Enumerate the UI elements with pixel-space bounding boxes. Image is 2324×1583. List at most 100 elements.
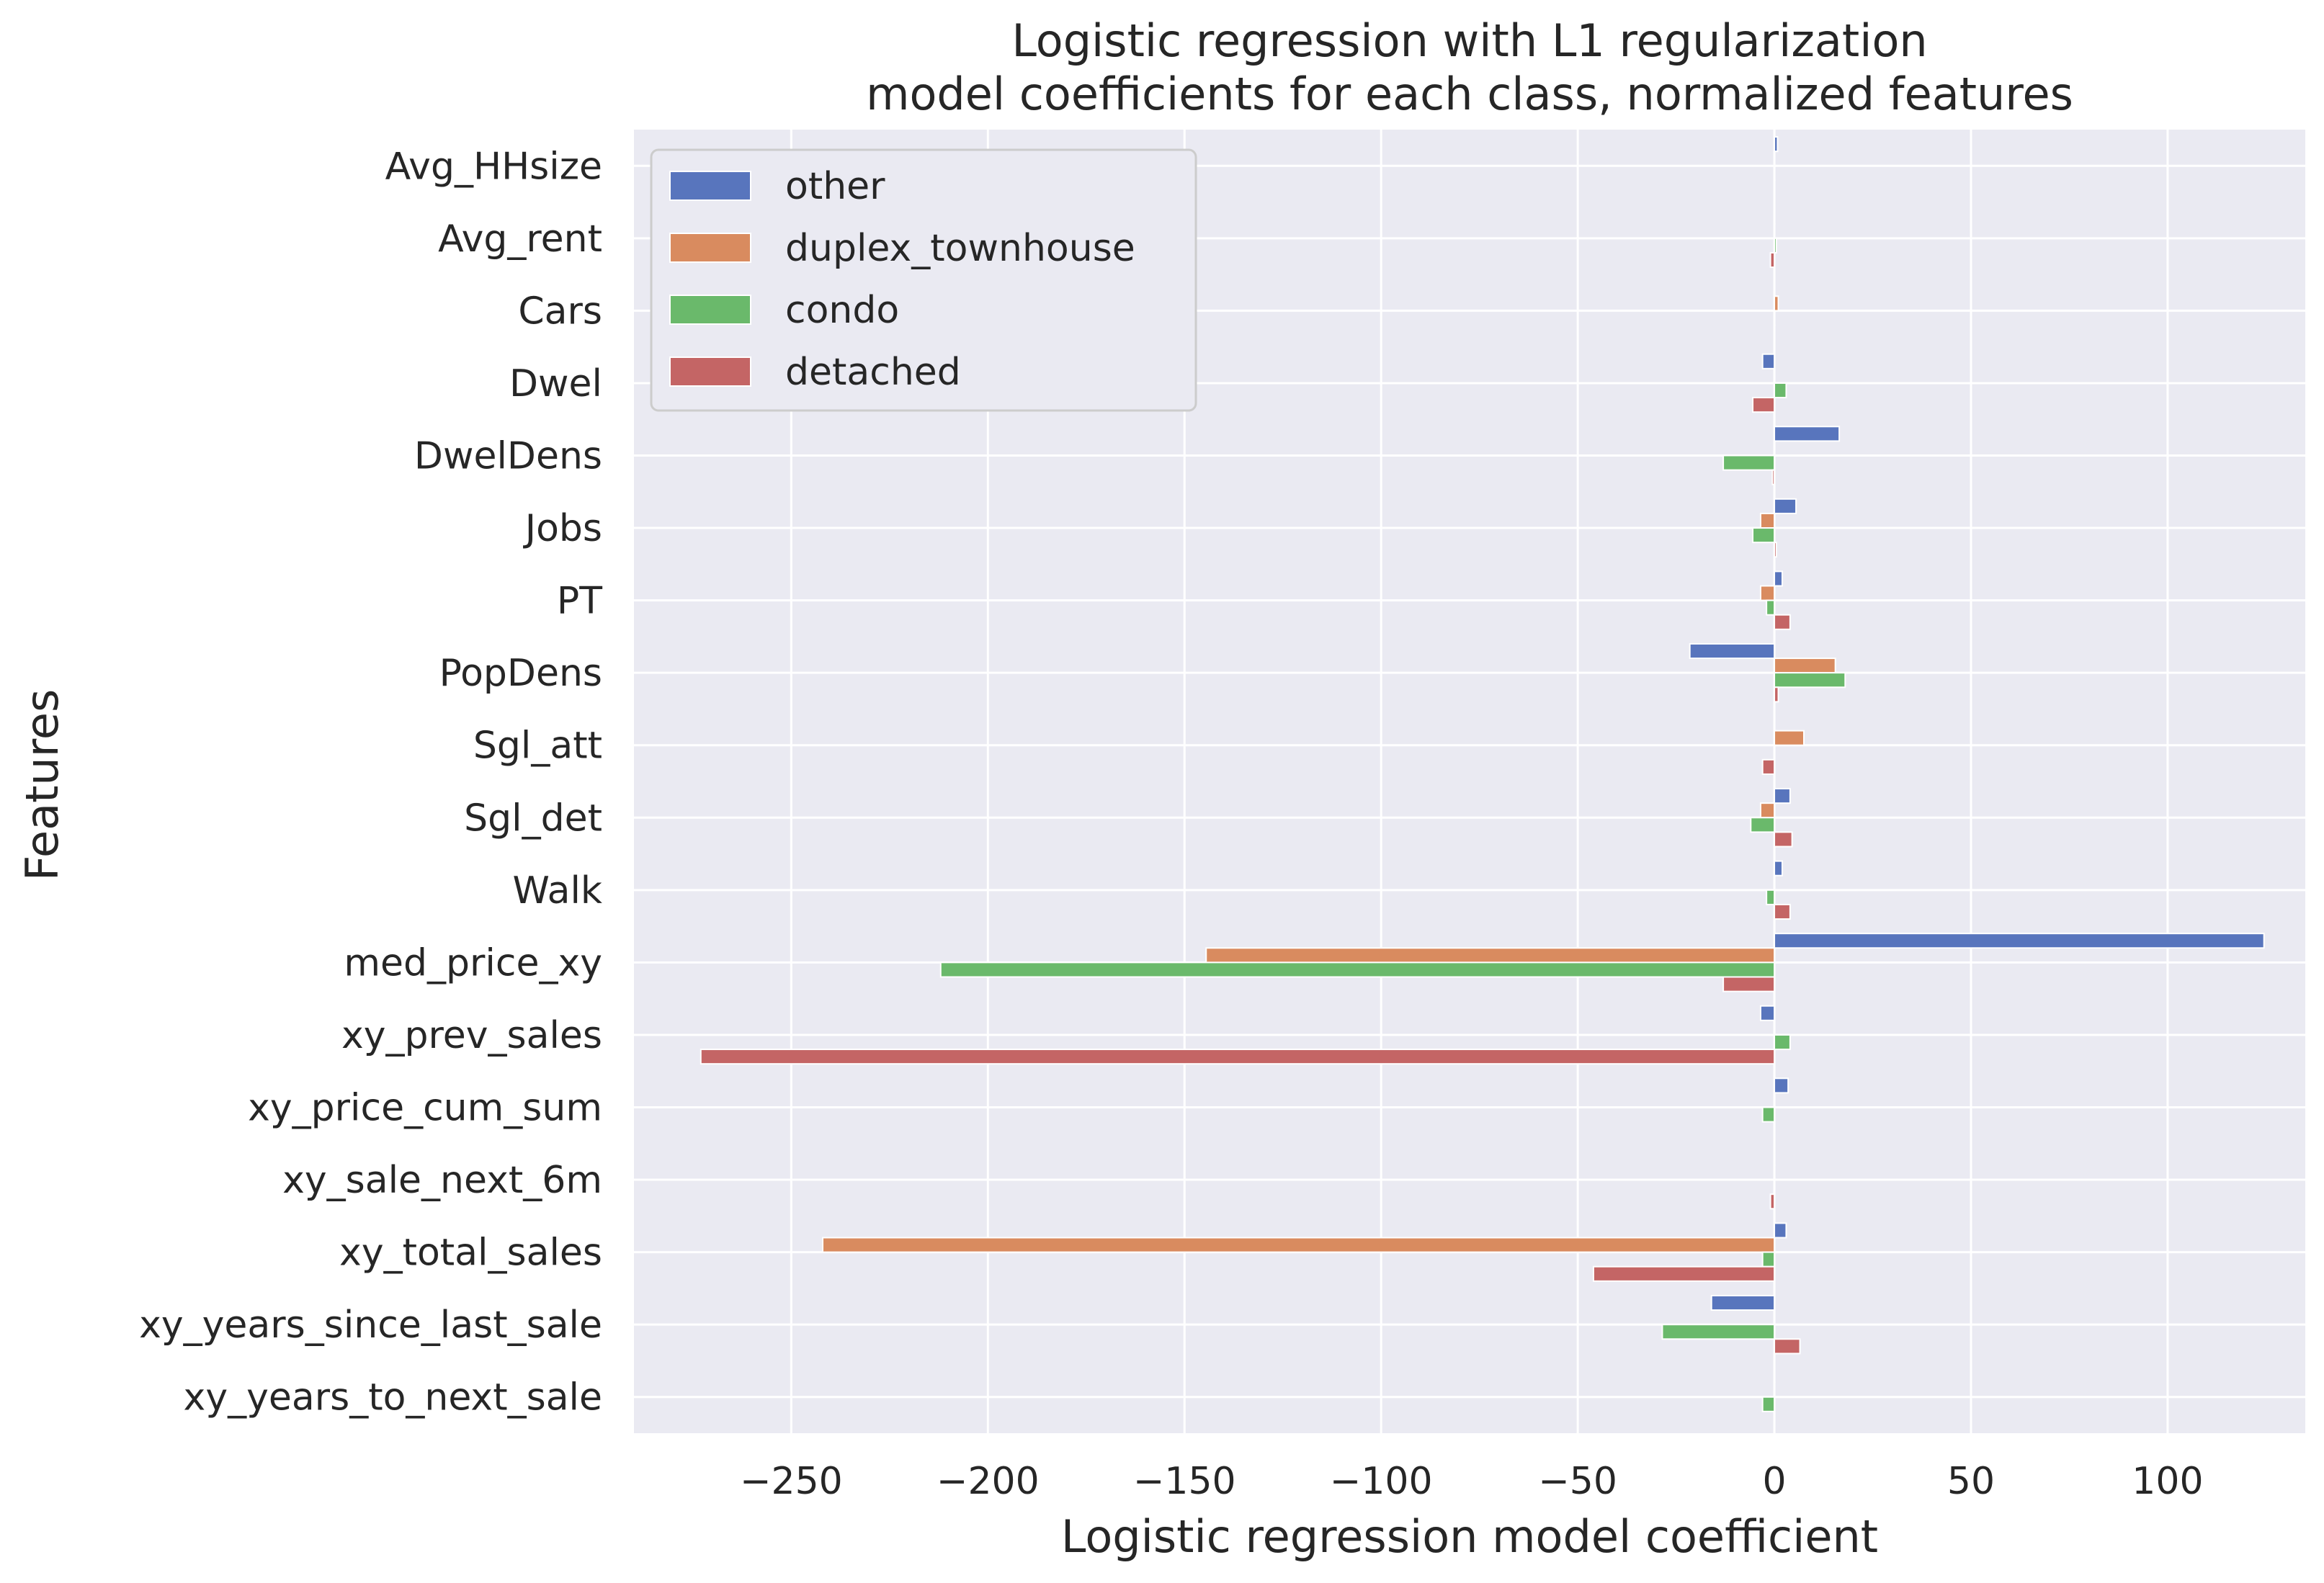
bar-detached-PopDens (1774, 686, 1779, 703)
bar-duplex_townhouse-Sgl_att (1774, 730, 1805, 746)
bar-condo-xy_sale_next_6m (1774, 1179, 1776, 1196)
y-tick-label: xy_years_to_next_sale (184, 1376, 602, 1420)
bar-other-xy_years_since_last_sale (1710, 1294, 1776, 1311)
y-tick-label: xy_total_sales (339, 1232, 602, 1275)
x-tick-label: 100 (2132, 1460, 2203, 1503)
bar-condo-xy_years_since_last_sale (1661, 1324, 1776, 1340)
bar-duplex_townhouse-PT (1759, 585, 1776, 601)
bar-other-xy_price_cum_sum (1774, 1077, 1789, 1094)
legend-swatch-condo (669, 295, 751, 325)
bar-duplex_townhouse-xy_years_since_last_sale (1774, 1309, 1776, 1326)
x-tick-label: −150 (1133, 1460, 1236, 1503)
chart-subtitle: model coefficients for each class, norma… (866, 68, 2073, 120)
bar-duplex_townhouse-Walk (1774, 874, 1776, 891)
bar-duplex_townhouse-Sgl_det (1759, 802, 1776, 819)
y-tick-label: xy_price_cum_sum (248, 1087, 602, 1130)
bar-duplex_townhouse-med_price_xy (1205, 947, 1776, 964)
x-tick-label: −200 (937, 1460, 1040, 1503)
y-tick-labels: Avg_HHsize Avg_rent Cars Dwel DwelDens Jobs PT… (139, 145, 602, 1419)
x-tick-label: −100 (1330, 1460, 1433, 1503)
bar-condo-xy_prev_sales (1774, 1033, 1791, 1051)
bars (700, 136, 2265, 1427)
bar-duplex_townhouse-xy_total_sales (822, 1237, 1776, 1253)
bar-other-Avg_HHsize (1774, 136, 1779, 153)
bar-detached-DwelDens (1771, 469, 1776, 485)
bar-other-med_price_xy (1774, 933, 2265, 949)
bar-other-Walk (1774, 860, 1783, 876)
y-tick-label: Jobs (523, 507, 602, 550)
bar-other-PopDens (1689, 642, 1776, 660)
bar-other-Sgl_det (1774, 788, 1791, 804)
bar-other-Sgl_att (1774, 715, 1776, 732)
y-tick-label: xy_sale_next_6m (282, 1159, 602, 1202)
bar-condo-xy_price_cum_sum (1761, 1106, 1776, 1123)
bar-other-Dwel (1761, 353, 1776, 369)
legend-swatch-other (669, 171, 751, 201)
bar-other-xy_years_to_next_sale (1774, 1367, 1776, 1384)
bar-other-PT (1774, 570, 1783, 587)
x-axis-label: Logistic regression model coefficient (1061, 1510, 1878, 1563)
bar-duplex_townhouse-xy_sale_next_6m (1774, 1164, 1776, 1181)
legend-label-duplex_townhouse: duplex_townhouse (785, 227, 1135, 270)
x-tick-label: 0 (1763, 1460, 1787, 1503)
grid (634, 130, 2305, 1433)
bar-condo-PopDens (1774, 672, 1846, 689)
bar-duplex_townhouse-Avg_rent (1774, 223, 1776, 239)
bar-other-xy_prev_sales (1759, 1005, 1776, 1021)
y-tick-label: Walk (512, 869, 602, 912)
bar-condo-med_price_xy (939, 961, 1776, 978)
bar-detached-PT (1774, 614, 1791, 630)
legend-label-other: other (785, 165, 885, 208)
bar-detached-Walk (1774, 903, 1791, 920)
bar-condo-Avg_rent (1774, 237, 1777, 254)
legend-label-detached: detached (785, 351, 961, 394)
bar-detached-xy_prev_sales (700, 1049, 1776, 1065)
bar-other-Cars (1774, 281, 1776, 297)
y-tick-label: xy_prev_sales (341, 1014, 602, 1057)
bar-condo-Sgl_att (1774, 744, 1776, 761)
bar-detached-Cars (1774, 324, 1776, 341)
bar-duplex_townhouse-Avg_HHsize (1774, 151, 1776, 167)
bar-detached-Jobs (1774, 542, 1777, 558)
bar-condo-xy_total_sales (1761, 1251, 1776, 1268)
y-axis-label: Features (16, 689, 68, 882)
chart-title: Logistic regression with L1 regularizati… (1011, 14, 1927, 67)
bar-duplex_townhouse-xy_years_to_next_sale (1774, 1381, 1776, 1398)
y-tick-label: Sgl_att (473, 725, 602, 768)
bar-detached-Sgl_det (1774, 831, 1793, 848)
y-tick-label: Dwel (509, 362, 602, 405)
y-tick-label: PopDens (439, 652, 602, 695)
bar-detached-med_price_xy (1722, 976, 1776, 992)
bar-duplex_townhouse-PopDens (1774, 658, 1836, 674)
y-tick-label: Sgl_det (464, 797, 602, 840)
bar-detached-xy_years_since_last_sale (1774, 1338, 1801, 1355)
y-tick-label: DwelDens (414, 435, 602, 478)
bar-condo-DwelDens (1722, 454, 1776, 471)
bar-other-Avg_rent (1774, 208, 1776, 225)
bar-detached-xy_price_cum_sum (1774, 1121, 1776, 1137)
bar-detached-Sgl_att (1761, 758, 1776, 775)
legend-frame (650, 148, 1197, 412)
bar-detached-Avg_rent (1769, 251, 1776, 269)
y-tick-label: med_price_xy (344, 941, 602, 985)
bar-condo-Avg_HHsize (1774, 165, 1776, 181)
bar-condo-Dwel (1774, 382, 1787, 399)
bar-condo-Jobs (1752, 527, 1776, 544)
bar-other-Jobs (1774, 498, 1797, 514)
x-tick-label: −250 (740, 1460, 843, 1503)
x-tick-label: 50 (1947, 1460, 1995, 1503)
bar-duplex_townhouse-xy_prev_sales (1774, 1019, 1776, 1036)
bar-detached-Dwel (1752, 397, 1776, 413)
x-tick-labels: −250 −200 −150 −100 −50 0 50 100 (740, 1460, 2204, 1503)
bar-condo-Walk (1766, 889, 1776, 905)
bar-detached-xy_sale_next_6m (1769, 1193, 1776, 1210)
bar-duplex_townhouse-Cars (1774, 295, 1779, 312)
bar-condo-PT (1766, 599, 1776, 616)
y-tick-label: PT (557, 580, 602, 623)
y-tick-label: Avg_HHsize (385, 145, 602, 188)
bar-duplex_townhouse-Jobs (1759, 512, 1776, 529)
bar-duplex_townhouse-xy_price_cum_sum (1774, 1092, 1776, 1108)
bar-detached-Avg_HHsize (1774, 179, 1776, 196)
bar-duplex_townhouse-Dwel (1774, 367, 1776, 384)
